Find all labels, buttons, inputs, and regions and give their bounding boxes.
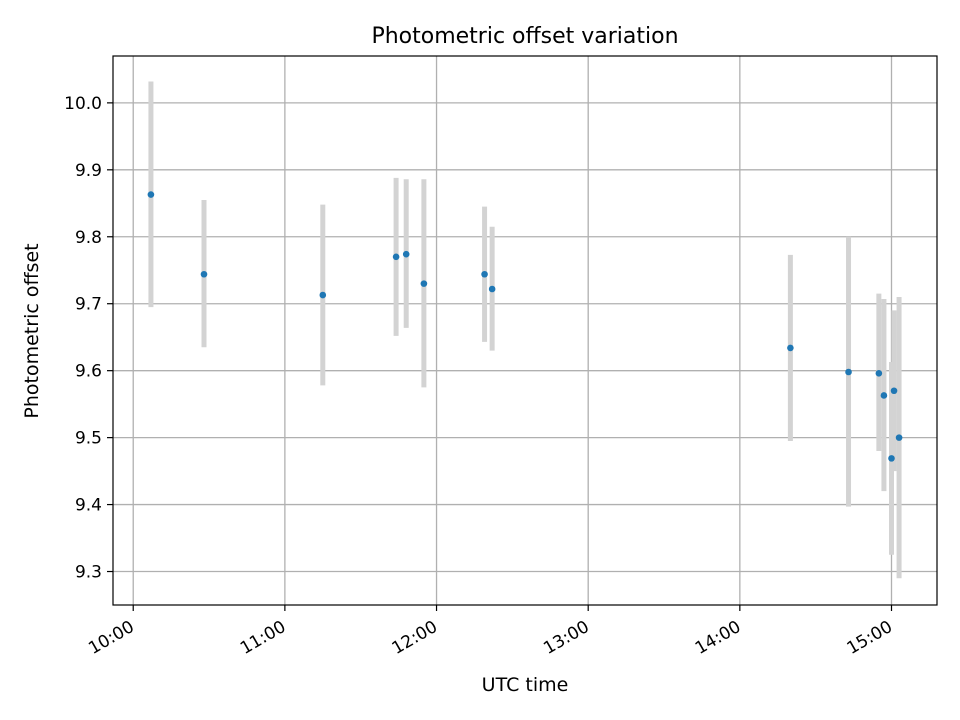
data-point <box>147 191 155 198</box>
data-point <box>787 344 794 352</box>
data-point <box>392 253 400 261</box>
data-points <box>147 191 903 462</box>
data-point <box>481 270 488 278</box>
data-point <box>402 250 410 258</box>
data-point <box>845 368 852 376</box>
data-point <box>895 434 903 441</box>
y-tick-label: 9.5 <box>75 429 102 449</box>
y-tick-label: 9.4 <box>75 496 102 516</box>
data-point <box>880 392 888 399</box>
y-tick-label: 10.0 <box>64 94 102 114</box>
data-point <box>875 370 883 377</box>
y-tick-label: 9.8 <box>75 228 102 248</box>
data-point <box>319 291 327 299</box>
y-tick-label: 9.6 <box>75 362 102 382</box>
data-point <box>888 455 895 462</box>
data-point <box>890 387 898 395</box>
y-tick-label: 9.9 <box>75 161 102 181</box>
y-tick-label: 9.3 <box>75 563 102 583</box>
chart-title: Photometric offset variation <box>371 24 678 49</box>
x-axis-label: UTC time <box>482 674 569 696</box>
data-point <box>488 285 496 293</box>
data-point <box>420 280 428 287</box>
y-axis-label: Photometric offset <box>21 243 43 418</box>
data-point <box>200 270 208 278</box>
plot-frame <box>112 55 938 606</box>
y-tick-label: 9.7 <box>75 295 102 315</box>
